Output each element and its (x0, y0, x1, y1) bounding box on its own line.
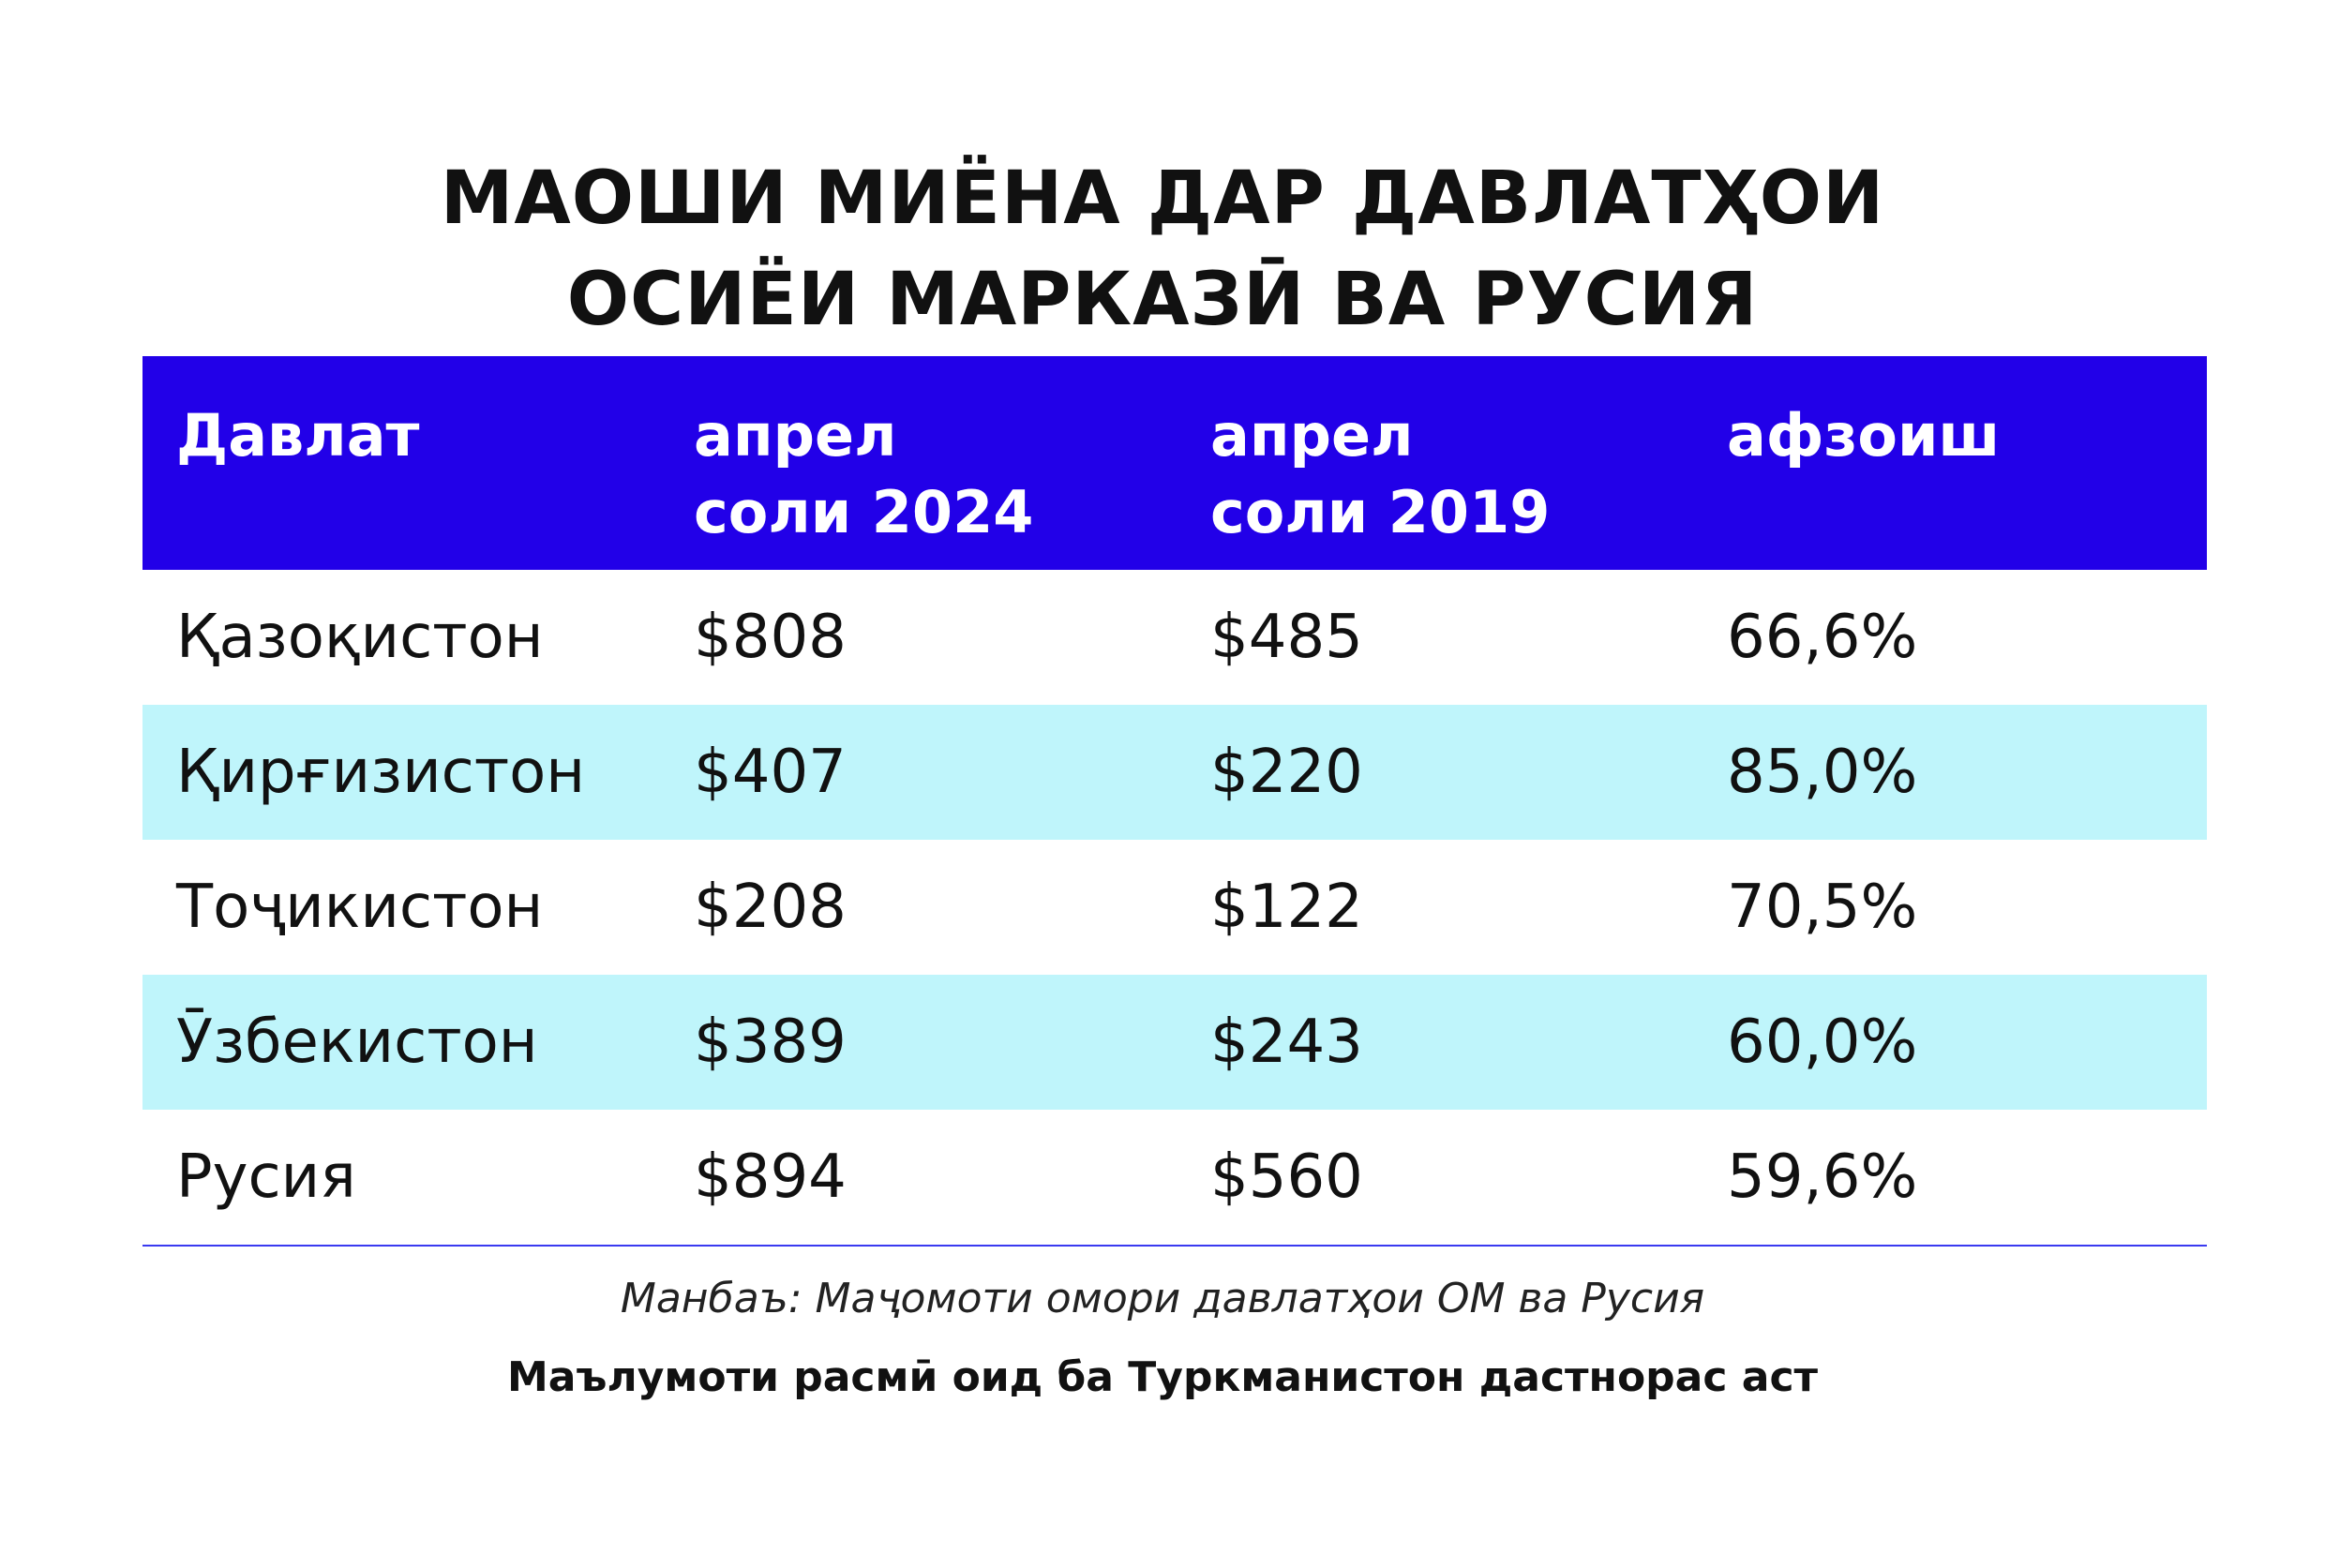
header-april-2019-line-2: соли 2019 (1210, 478, 1551, 546)
cell-growth: 85,0% (1727, 738, 1918, 807)
table-header: Давлат апрел соли 2024 апрел соли 2019 а… (142, 356, 2207, 570)
cell-country: Қазоқистон (176, 603, 544, 672)
cell-salary-2024: $389 (694, 1008, 847, 1077)
header-april-2019: апрел соли 2019 (1210, 397, 1550, 551)
cell-growth: 59,6% (1727, 1142, 1918, 1212)
title-line-2: ОСИЁИ МАРКАЗӢ ВА РУСИЯ (566, 258, 1759, 342)
turkmenistan-note: Маълумоти расмӣ оид ба Туркманистон даст… (506, 1353, 1819, 1401)
cell-country: Қирғизистон (176, 738, 586, 807)
header-april-2024-line-1: апрел (694, 401, 897, 470)
cell-salary-2019: $122 (1210, 873, 1363, 942)
cell-salary-2024: $894 (694, 1142, 847, 1212)
chart-title: МАОШИ МИЁНА ДАР ДАВЛАТҲОИ ОСИЁИ МАРКАЗӢ … (0, 148, 2325, 351)
title-line-1: МАОШИ МИЁНА ДАР ДАВЛАТҲОИ (440, 157, 1885, 241)
table-row-russia: Русия $894 $560 59,6% (142, 1110, 2207, 1245)
cell-country: Ӯзбекистон (176, 1008, 538, 1077)
cell-salary-2024: $808 (694, 603, 847, 672)
header-growth: афзоиш (1727, 397, 2000, 474)
table-row-kazakhstan: Қазоқистон $808 $485 66,6% (142, 570, 2207, 705)
cell-salary-2019: $560 (1210, 1142, 1363, 1212)
header-country-label: Давлат (176, 401, 420, 470)
cell-salary-2024: $208 (694, 873, 847, 942)
cell-growth: 60,0% (1727, 1008, 1918, 1077)
header-april-2024-line-2: соли 2024 (694, 478, 1034, 546)
cell-country: Русия (176, 1142, 356, 1212)
table-row-uzbekistan: Ӯзбекистон $389 $243 60,0% (142, 975, 2207, 1110)
cell-salary-2019: $485 (1210, 603, 1363, 672)
source-note: Манбаъ: Маҷомоти омори давлатҳои ОМ ва Р… (620, 1275, 1705, 1322)
cell-country: Тоҷикистон (176, 873, 544, 942)
cell-salary-2019: $243 (1210, 1008, 1363, 1077)
header-april-2024: апрел соли 2024 (694, 397, 1033, 551)
cell-salary-2019: $220 (1210, 738, 1363, 807)
table-row-tajikistan: Тоҷикистон $208 $122 70,5% (142, 840, 2207, 975)
cell-salary-2024: $407 (694, 738, 847, 807)
salary-table: Давлат апрел соли 2024 апрел соли 2019 а… (142, 356, 2207, 1247)
header-april-2019-line-1: апрел (1210, 401, 1414, 470)
cell-growth: 70,5% (1727, 873, 1918, 942)
table-bottom-rule (142, 1245, 2207, 1247)
cell-growth: 66,6% (1727, 603, 1918, 672)
header-country: Давлат (176, 397, 419, 474)
header-growth-label: афзоиш (1727, 401, 2001, 470)
table-row-kyrgyzstan: Қирғизистон $407 $220 85,0% (142, 705, 2207, 840)
